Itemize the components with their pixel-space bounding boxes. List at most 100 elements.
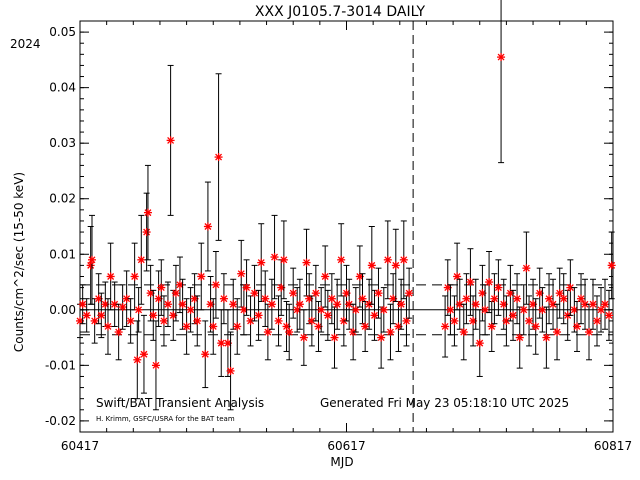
data-point-stroke (494, 284, 502, 292)
data-point (163, 300, 172, 309)
data-point-stroke (280, 256, 288, 264)
plot-area: -0.02 -0.01 0.00 0.01 0.02 0.03 0.04 0.05 60417 6… (45, 0, 632, 453)
data-point (250, 289, 259, 298)
data-point-stroke (441, 323, 449, 330)
data-point (237, 269, 246, 278)
data-point-stroke (502, 317, 510, 325)
data-point (274, 316, 283, 325)
data-point-stroke (542, 334, 550, 342)
data-point-stroke (337, 256, 345, 264)
data-point (110, 300, 119, 309)
data-point (531, 322, 540, 331)
data-point (261, 294, 270, 303)
y-tick-label: -0.02 (45, 414, 76, 428)
data-point-stroke (277, 284, 285, 292)
data-point-stroke (500, 300, 508, 308)
data-point (545, 294, 554, 303)
data-point-stroke (229, 300, 237, 308)
data-point (542, 333, 551, 342)
data-point-stroke (545, 295, 553, 303)
data-point (570, 305, 579, 314)
data-point-stroke (462, 295, 470, 303)
data-point (601, 300, 610, 309)
data-point-stroke (361, 323, 369, 330)
data-point (441, 322, 450, 331)
data-point (459, 328, 468, 337)
y-tick-label: -0.01 (45, 358, 76, 372)
data-point (139, 350, 148, 359)
data-point-stroke (317, 306, 325, 314)
data-point-stroke (264, 328, 272, 336)
data-point-stroke (573, 323, 581, 330)
data-point (178, 300, 187, 309)
data-point (233, 322, 242, 331)
data-point-stroke (285, 328, 293, 336)
data-point-stroke (83, 311, 91, 319)
data-point-stroke (204, 223, 212, 230)
data-point-stroke (553, 328, 561, 336)
data-point-stroke (538, 306, 546, 314)
data-point (82, 311, 91, 320)
data-point (573, 322, 582, 331)
data-point-stroke (312, 289, 320, 297)
data-point-stroke (207, 300, 215, 308)
data-point (397, 300, 406, 309)
data-point-stroke (324, 311, 332, 319)
data-point-stroke (197, 273, 205, 280)
data-point-stroke (79, 300, 87, 308)
data-point (471, 300, 480, 309)
data-point-stroke (271, 253, 279, 261)
data-point-stroke (119, 303, 127, 311)
data-point (513, 294, 522, 303)
data-point-stroke (293, 306, 301, 314)
data-point-stroke (176, 281, 184, 289)
data-point (101, 300, 110, 309)
data-point-stroke (389, 295, 397, 303)
data-point (133, 355, 142, 364)
data-point-stroke (371, 311, 378, 319)
data-point (126, 316, 135, 325)
data-point-stroke (191, 295, 199, 303)
data-point (490, 294, 499, 303)
data-point (122, 294, 131, 303)
data-point-stroke (525, 317, 533, 325)
data-point (553, 328, 562, 337)
data-point (577, 294, 586, 303)
data-point-stroke (478, 289, 486, 297)
data-point (469, 316, 478, 325)
data-point-stroke (446, 306, 454, 314)
data-point-stroke (472, 300, 480, 308)
data-point (175, 280, 184, 289)
data-point-stroke (315, 323, 322, 330)
data-point (358, 294, 367, 303)
data-point-stroke (522, 264, 530, 272)
data-point-stroke (255, 311, 263, 319)
data-point (137, 255, 146, 264)
data-point-stroke (509, 311, 517, 319)
data-point-stroke (140, 350, 148, 358)
data-point-stroke (220, 295, 228, 303)
data-point (394, 322, 403, 331)
data-point (289, 289, 298, 298)
data-point-stroke (570, 306, 578, 314)
data-point (86, 261, 95, 270)
data-point-stroke (400, 256, 408, 264)
data-point (201, 350, 210, 359)
data-point (589, 300, 598, 309)
data-point-stroke (380, 306, 388, 314)
data-point (515, 333, 524, 342)
data-point-stroke (247, 317, 255, 325)
data-point (559, 294, 568, 303)
annotation-right: Generated Fri May 23 05:18:10 UTC 2025 (320, 396, 569, 410)
data-point (478, 289, 487, 298)
data-point (374, 289, 383, 298)
data-point-stroke (160, 317, 168, 325)
data-point (450, 316, 459, 325)
data-point-stroke (387, 328, 394, 336)
data-point (263, 328, 272, 337)
data-point-stroke (356, 273, 364, 280)
data-point-stroke (397, 300, 405, 308)
data-point (321, 272, 330, 281)
data-point-stroke (144, 209, 152, 217)
data-point-stroke (187, 306, 195, 314)
